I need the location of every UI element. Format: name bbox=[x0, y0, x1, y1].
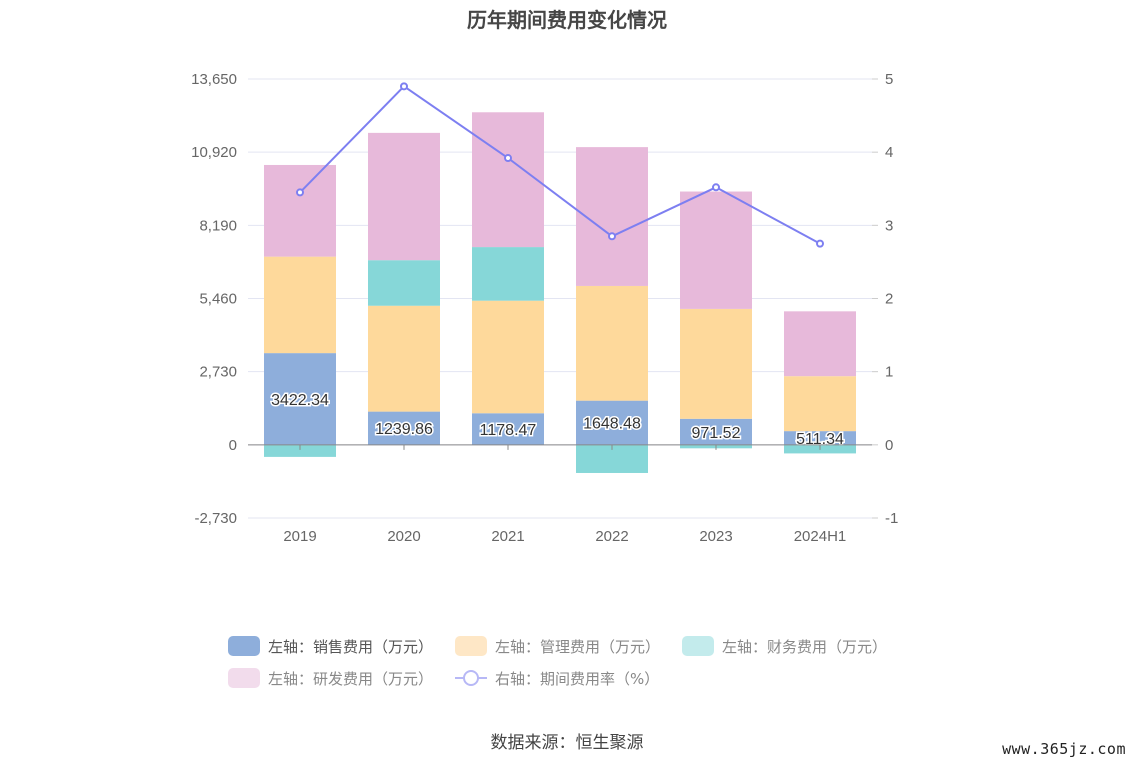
y-right-tick-label: 5 bbox=[885, 71, 893, 88]
bar-data-label: 1239.86 bbox=[375, 421, 433, 438]
y-left-tick-label: 10,920 bbox=[191, 144, 237, 161]
bar-segment bbox=[472, 300, 544, 414]
ratio-point bbox=[504, 154, 512, 163]
legend-item-rd[interactable]: 左轴：研发费用（万元） bbox=[228, 668, 433, 689]
y-right-tick-label: -1 bbox=[885, 510, 898, 527]
watermark: www.365jz.com bbox=[1002, 740, 1126, 758]
y-right-tick-label: 3 bbox=[885, 217, 893, 234]
y-left-tick-label: 8,190 bbox=[199, 217, 237, 234]
bar-segment bbox=[680, 418, 752, 445]
bar-segment bbox=[576, 147, 648, 286]
legend-label-sales: 左轴：销售费用（万元） bbox=[268, 637, 434, 656]
legend-swatch-admin bbox=[455, 636, 488, 656]
bar-segment bbox=[264, 256, 336, 354]
data-source: 数据来源：恒生聚源 bbox=[490, 733, 644, 753]
y-right-tick-label: 0 bbox=[885, 437, 893, 454]
legend-swatch-sales bbox=[228, 636, 260, 656]
bar-segment bbox=[576, 285, 648, 401]
legend-swatch-rd bbox=[228, 668, 260, 688]
ratio-point bbox=[816, 239, 824, 248]
ratio-line bbox=[299, 85, 821, 245]
legend-item-admin[interactable]: 左轴：管理费用（万元） bbox=[455, 636, 660, 657]
x-tick-label: 2024H1 bbox=[794, 528, 847, 545]
bar-segment bbox=[784, 376, 856, 432]
bar-segment bbox=[784, 311, 856, 377]
legend-label-admin: 左轴：管理费用（万元） bbox=[495, 637, 661, 656]
legend-swatch-finance bbox=[682, 636, 715, 656]
bar-segment bbox=[368, 132, 440, 261]
bar-segment bbox=[472, 247, 544, 301]
chart-legend: 左轴：销售费用（万元） 左轴：管理费用（万元） 左轴：财务费用（万元） 左轴：研… bbox=[228, 630, 928, 694]
bar-segment bbox=[472, 112, 544, 248]
y-left-tick-label: 13,650 bbox=[191, 71, 237, 88]
y-right-tick-label: 2 bbox=[885, 291, 893, 308]
legend-label-finance: 左轴：财务费用（万元） bbox=[722, 637, 888, 656]
y-left-tick-label: 2,730 bbox=[199, 364, 237, 381]
legend-label-rd: 左轴：研发费用（万元） bbox=[268, 669, 434, 688]
bar-data-label: 971.52 bbox=[692, 425, 741, 442]
ratio-point bbox=[400, 82, 408, 91]
x-tick-label: 2020 bbox=[387, 528, 420, 545]
ratio-point bbox=[712, 183, 720, 192]
x-tick-label: 2021 bbox=[491, 528, 524, 545]
legend-item-finance[interactable]: 左轴：财务费用（万元） bbox=[682, 636, 887, 657]
bar-segment bbox=[472, 413, 544, 445]
y-left-tick-label: -2,730 bbox=[194, 510, 237, 527]
bar-data-label: 3422.34 bbox=[271, 392, 329, 409]
legend-swatch-ratio bbox=[455, 668, 488, 688]
chart-title: 历年期间费用变化情况 bbox=[467, 8, 667, 32]
x-tick-label: 2023 bbox=[699, 528, 732, 545]
legend-label-ratio: 右轴：期间费用率（%） bbox=[495, 669, 660, 688]
legend-item-sales[interactable]: 左轴：销售费用（万元） bbox=[228, 636, 433, 657]
bar-segment bbox=[264, 444, 336, 457]
y-left-tick-label: 0 bbox=[229, 437, 237, 454]
bar-segment bbox=[368, 260, 440, 306]
legend-item-ratio[interactable]: 右轴：期间费用率（%） bbox=[455, 668, 659, 689]
y-right-tick-label: 4 bbox=[885, 144, 893, 161]
y-left-tick-label: 5,460 bbox=[199, 291, 237, 308]
bar-segment bbox=[680, 308, 752, 419]
bar-segment bbox=[576, 400, 648, 445]
bar-segment bbox=[264, 353, 336, 445]
bar-data-label: 1178.47 bbox=[480, 422, 537, 439]
ratio-point bbox=[608, 232, 616, 241]
bar-segment bbox=[784, 431, 856, 445]
bar-segment bbox=[680, 191, 752, 309]
bar-segment bbox=[368, 305, 440, 412]
bar-segment bbox=[264, 164, 336, 257]
x-tick-label: 2022 bbox=[595, 528, 628, 545]
x-tick-label: 2019 bbox=[283, 528, 316, 545]
bar-segment bbox=[368, 411, 440, 445]
y-right-tick-label: 1 bbox=[885, 364, 893, 381]
bar-data-label: 1648.48 bbox=[583, 416, 641, 433]
ratio-point bbox=[296, 188, 304, 197]
